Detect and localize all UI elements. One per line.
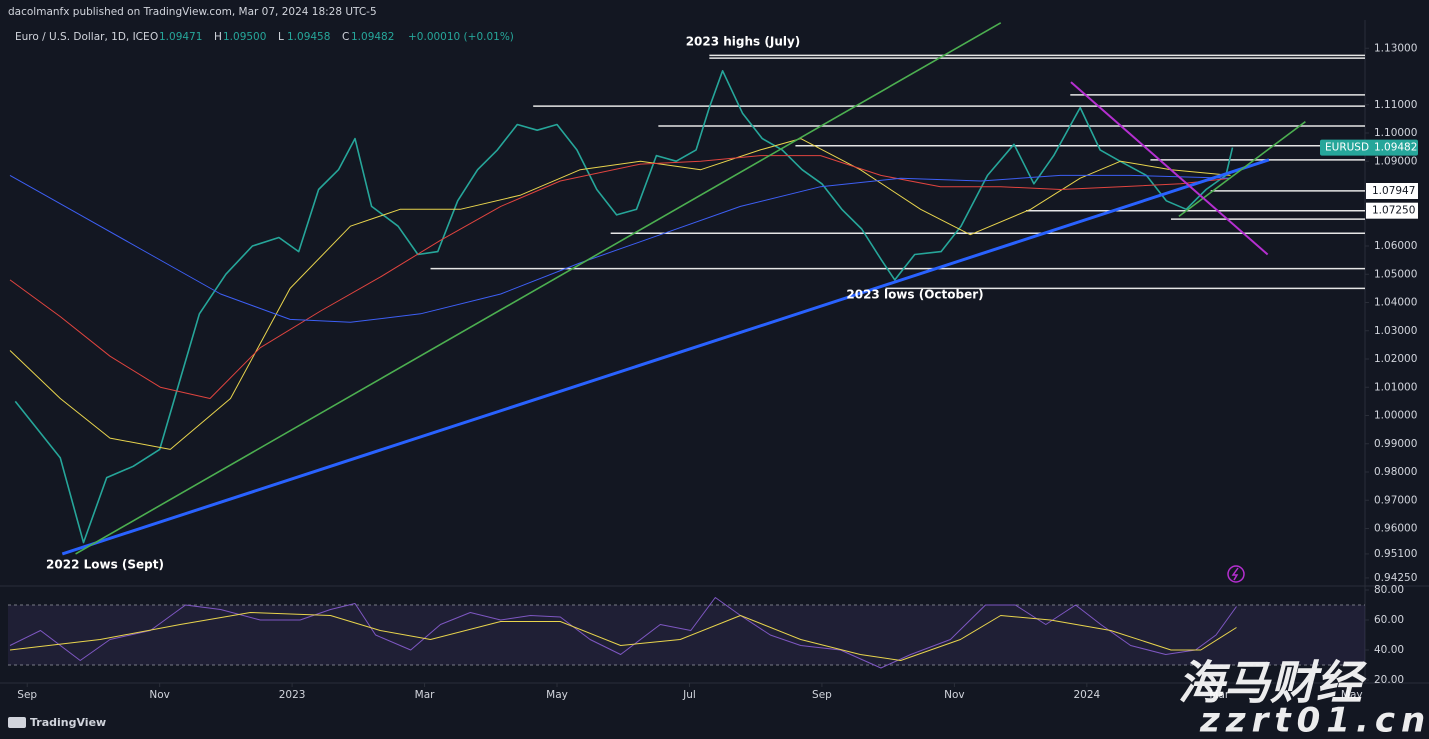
- y-tick-label: 0.94250: [1374, 572, 1417, 584]
- last-price-name: EURUSD: [1325, 142, 1369, 154]
- ohlc-value: 1.09458: [287, 31, 330, 43]
- x-tick-label: Jul: [682, 689, 696, 701]
- series-line: [9, 174, 1231, 323]
- y-tick-label: 0.99000: [1374, 438, 1417, 450]
- last-price-box: [1320, 139, 1418, 156]
- y-tick-label: 1.09000: [1374, 155, 1417, 167]
- trendline: [1178, 121, 1306, 217]
- ohlc-value: 1.09500: [223, 31, 266, 43]
- annotation: 2023 lows (October): [846, 288, 983, 302]
- series-line: [14, 70, 1234, 544]
- series-line: [9, 155, 1231, 399]
- y-tick-label: 1.04000: [1374, 297, 1417, 309]
- last-price-label: 1.09482: [1374, 142, 1417, 154]
- series-line: [9, 138, 1231, 450]
- series-line: [9, 597, 1237, 669]
- symbol-title: Euro / U.S. Dollar, 1D, ICE: [15, 31, 150, 43]
- y-tick-label: 1.06000: [1374, 240, 1417, 252]
- x-tick-label: 2024: [1073, 689, 1100, 701]
- watermark-url: zzrt01.cn: [1199, 701, 1429, 739]
- y-tick-label: 1.00000: [1374, 410, 1417, 422]
- y-tick-label: 0.98000: [1374, 466, 1417, 478]
- x-tick-label: 2023: [279, 689, 306, 701]
- alert-icon: [1227, 565, 1245, 583]
- y-tick-label: 0.95100: [1374, 548, 1417, 560]
- annotation: 2022 Lows (Sept): [46, 558, 164, 572]
- price-box-label: 1.07250: [1372, 205, 1415, 217]
- y-tick-label: 80.00: [1374, 584, 1404, 596]
- trendline: [61, 158, 1270, 556]
- x-tick-label: Sep: [812, 689, 832, 701]
- y-tick-label: 0.96000: [1374, 523, 1417, 535]
- brand: TradingView: [30, 716, 106, 729]
- y-tick-label: 0.97000: [1374, 494, 1417, 506]
- trendline: [75, 22, 1002, 555]
- publisher: dacolmanfx published on TradingView.com,…: [8, 6, 377, 18]
- x-tick-label: Mar: [415, 689, 435, 701]
- y-tick-label: 1.11000: [1374, 99, 1417, 111]
- ohlc-label: L: [278, 31, 284, 43]
- y-tick-label: 1.05000: [1374, 268, 1417, 280]
- y-tick-label: 1.13000: [1374, 42, 1417, 54]
- price-box-label: 1.07947: [1372, 185, 1415, 197]
- y-tick-label: 60.00: [1374, 614, 1404, 626]
- ohlc-label: C: [342, 31, 349, 43]
- y-tick-label: 1.03000: [1374, 325, 1417, 337]
- tv-logo: [8, 717, 26, 728]
- y-tick-label: 1.10000: [1374, 127, 1417, 139]
- x-tick-label: Sep: [17, 689, 37, 701]
- ohlc-label: H: [214, 31, 222, 43]
- y-tick-label: 20.00: [1374, 674, 1404, 686]
- price-box: [1366, 182, 1418, 199]
- ohlc-value: 1.09482: [351, 31, 394, 43]
- trendline: [1070, 81, 1269, 256]
- y-tick-label: 1.02000: [1374, 353, 1417, 365]
- y-tick-label: 1.01000: [1374, 381, 1417, 393]
- price-change: +0.00010 (+0.01%): [408, 31, 514, 43]
- x-tick-label: May: [1341, 689, 1363, 701]
- ohlc-label: O: [150, 31, 158, 43]
- x-tick-label: May: [546, 689, 568, 701]
- x-tick-label: Nov: [944, 689, 965, 701]
- series-line: [9, 612, 1237, 661]
- watermark: 海马财经: [1178, 656, 1367, 710]
- annotation: 2023 highs (July): [686, 35, 801, 49]
- y-tick-label: 40.00: [1374, 644, 1404, 656]
- x-tick-label: Mar: [1209, 689, 1229, 701]
- x-tick-label: Nov: [149, 689, 170, 701]
- ohlc-value: 1.09471: [159, 31, 202, 43]
- price-box: [1366, 202, 1418, 219]
- rsi-band: [8, 605, 1365, 665]
